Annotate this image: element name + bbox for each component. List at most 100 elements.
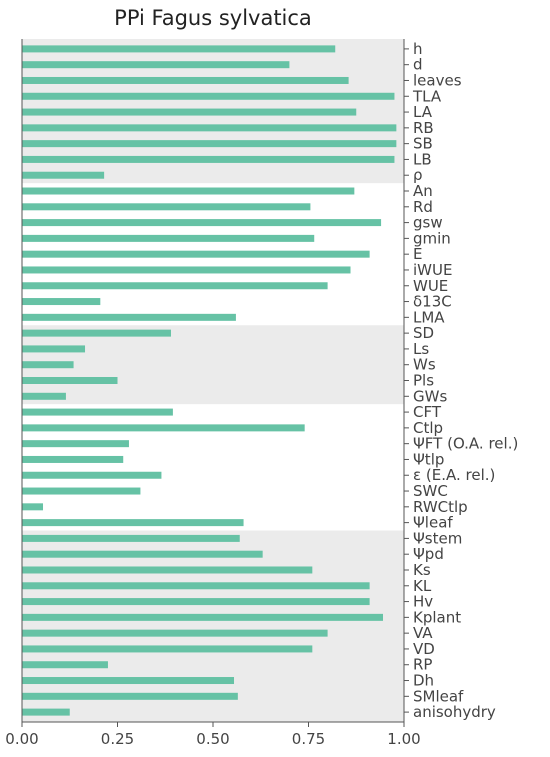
bar-26 [22, 455, 124, 463]
y-tick-label: ΨFT (O.A. rel.) [413, 435, 518, 453]
y-tick-label: Ctlp [413, 419, 443, 437]
background-band-3 [22, 530, 404, 722]
y-tick-label: Rd [413, 198, 433, 216]
x-tick-label: 0.00 [5, 730, 38, 748]
y-tick-label: LA [413, 103, 433, 121]
background-band-2 [22, 325, 404, 405]
bar-13 [22, 250, 370, 258]
bar-3 [22, 92, 395, 100]
y-tick-label: SB [413, 135, 433, 153]
bar-18 [22, 329, 171, 337]
y-tick-label: CFT [413, 403, 442, 421]
y-tick-label: RWCtlp [413, 498, 468, 516]
x-tick-label: 0.50 [196, 730, 229, 748]
x-tick-label: 1.00 [387, 730, 420, 748]
bar-15 [22, 282, 328, 290]
y-tick-label: Kplant [413, 608, 461, 626]
y-tick-label: anisohydry [413, 703, 496, 721]
x-tick-label: 0.25 [101, 730, 134, 748]
x-tick-labels: 0.00 0.25 0.50 0.75 1.00 [5, 730, 420, 748]
y-tick-label: Ψleaf [413, 514, 453, 532]
bar-14 [22, 266, 351, 274]
bar-37 [22, 629, 328, 637]
bar-24 [22, 424, 305, 432]
bar-40 [22, 677, 235, 685]
bar-10 [22, 203, 311, 211]
y-tick-label: Ks [413, 561, 431, 579]
bars [22, 45, 397, 716]
y-tick-label: gsw [413, 214, 443, 232]
y-tick-label: Ws [413, 356, 436, 374]
bar-8 [22, 171, 105, 179]
bar-9 [22, 187, 355, 195]
y-tick-label: Ls [413, 340, 429, 358]
y-tick-labels: hdleavesTLALARBSBLBρAnRdgswgminEiWUEWUEδ… [412, 40, 518, 721]
bar-30 [22, 519, 244, 527]
y-tick-label: GWs [413, 387, 447, 405]
chart-title: PPi Fagus sylvatica [114, 6, 312, 30]
y-tick-label: E [413, 245, 422, 263]
y-tick-label: WUE [413, 277, 448, 295]
y-tick-label: LB [413, 150, 432, 168]
x-tick-label: 0.75 [292, 730, 325, 748]
y-tick-label: ρ [413, 166, 423, 184]
bar-33 [22, 566, 313, 574]
bar-34 [22, 582, 370, 590]
y-tick-label: d [413, 56, 423, 74]
bar-21 [22, 377, 118, 384]
bar-35 [22, 598, 370, 606]
y-tick-label: SMleaf [413, 687, 464, 705]
y-tick-label: gmin [413, 229, 451, 247]
bar-4 [22, 108, 357, 116]
bar-1 [22, 61, 290, 69]
y-tick-label: An [413, 182, 433, 200]
bar-31 [22, 534, 240, 542]
bar-41 [22, 692, 238, 700]
bar-20 [22, 361, 74, 369]
y-tick-label: KL [413, 577, 432, 595]
bar-28 [22, 487, 141, 495]
bar-29 [22, 503, 44, 511]
bar-42 [22, 708, 70, 716]
bar-11 [22, 219, 382, 227]
y-tick-label: δ13C [413, 293, 452, 311]
bar-38 [22, 645, 313, 653]
y-tick-label: Ψtlp [413, 450, 444, 468]
bar-0 [22, 45, 336, 53]
bar-36 [22, 613, 383, 621]
y-tick-label: RP [413, 656, 432, 674]
axes [21, 39, 409, 727]
y-tick-label: leaves [413, 71, 462, 89]
bar-7 [22, 155, 395, 163]
bar-25 [22, 440, 129, 448]
bar-39 [22, 661, 108, 669]
bar-32 [22, 550, 263, 558]
y-tick-label: SWC [413, 482, 448, 500]
y-tick-label: VD [413, 640, 435, 658]
y-tick-label: RB [413, 119, 434, 137]
y-tick-label: Dh [413, 672, 434, 690]
y-tick-label: Ψstem [413, 529, 462, 547]
y-tick-label: ε (E.A. rel.) [413, 466, 495, 484]
y-tick-label: h [413, 40, 423, 58]
y-tick-label: Ψpd [413, 545, 444, 563]
bar-2 [22, 76, 349, 84]
y-tick-label: LMA [413, 308, 445, 326]
y-tick-label: Pls [413, 372, 434, 390]
bar-16 [22, 298, 101, 306]
bar-23 [22, 408, 173, 416]
y-tick-label: VA [413, 624, 433, 642]
y-tick-label: Hv [413, 593, 433, 611]
y-tick-label: SD [413, 324, 434, 342]
y-tick-label: iWUE [413, 261, 452, 279]
bar-12 [22, 234, 315, 242]
bar-6 [22, 140, 397, 148]
bar-27 [22, 471, 162, 479]
bar-17 [22, 313, 236, 321]
bar-5 [22, 124, 397, 132]
y-tick-label: TLA [412, 87, 442, 105]
bar-19 [22, 345, 86, 353]
bar-22 [22, 392, 66, 400]
